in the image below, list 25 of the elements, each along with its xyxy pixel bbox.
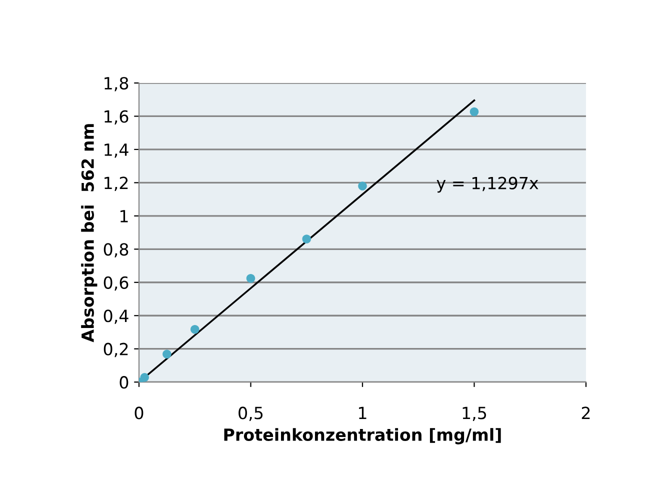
y-tick-label: 0,8	[104, 243, 128, 258]
x-tick-label: 1	[359, 406, 366, 420]
point	[470, 107, 479, 116]
point	[358, 182, 367, 190]
x-tick-label: 1,5	[462, 406, 486, 421]
y-tick-label: 0,2	[104, 342, 128, 358]
x-tick-label: 0	[134, 406, 144, 420]
annotation: y = 1,1297x	[436, 176, 538, 193]
y-tick-label: 0	[120, 376, 128, 389]
y-tick-label: 0,6	[104, 276, 128, 291]
point	[190, 325, 200, 334]
point	[246, 274, 256, 283]
point	[140, 373, 149, 382]
point	[162, 350, 172, 359]
y-tick-label: 1	[120, 210, 128, 222]
y-axis-title: Absorption bei 562 nm	[81, 124, 98, 342]
y-tick-label: 1,6	[104, 110, 128, 124]
y-tick-label: 1,4	[104, 144, 128, 158]
x-tick-label: 2	[582, 406, 590, 420]
y-tick-label: 1,2	[104, 176, 128, 191]
y-tick-label: 1,8	[104, 76, 128, 92]
x-tick-label: 0,5	[238, 406, 263, 421]
point	[302, 234, 312, 244]
y-tick-label: 0,4	[104, 310, 128, 324]
x-axis-title: Proteinkonzentration [mg/ml]	[224, 428, 501, 444]
